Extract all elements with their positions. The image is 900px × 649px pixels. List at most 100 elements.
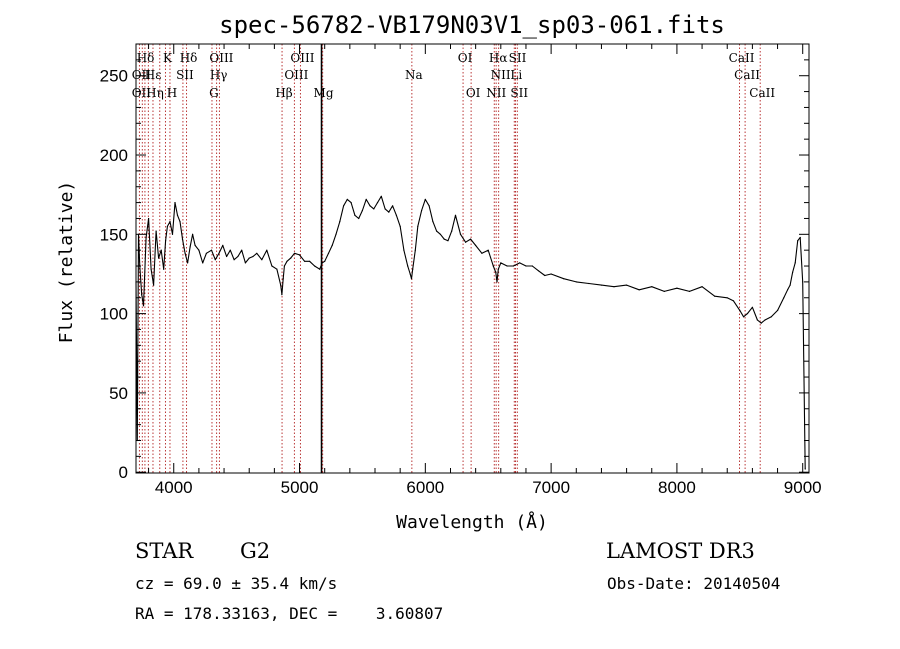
spectrum-point: [525, 265, 527, 267]
spectrum-point: [475, 244, 477, 246]
y-tick-label: 100: [100, 305, 128, 324]
spectrum-point: [184, 252, 186, 254]
x-tick-label: 9000: [784, 478, 822, 497]
spectrum-point: [321, 262, 323, 264]
spectrum-point: [512, 265, 515, 267]
plot-frame: [135, 43, 810, 474]
y-tick-label: 250: [100, 67, 128, 86]
spectrum-point: [506, 265, 508, 267]
spectrum-point: [339, 221, 341, 223]
spectrum-point: [600, 284, 603, 286]
spectrum-point: [500, 262, 502, 264]
spectrum-point: [746, 313, 749, 315]
spectrum-series: [135, 195, 806, 470]
spectrum-point: [218, 252, 220, 254]
spectrum-point: [187, 262, 189, 264]
line-label: Hη: [146, 86, 164, 100]
y-tick-label: 150: [100, 225, 128, 244]
spectrum-point: [544, 274, 546, 277]
line-label: SII: [510, 86, 528, 100]
spectrum-point: [751, 306, 754, 308]
object-subclass: G2: [240, 539, 271, 563]
line-label: NII: [491, 68, 511, 82]
spectrum-point: [739, 309, 741, 311]
spectrum-point: [481, 252, 483, 254]
line-label: Li: [510, 68, 522, 82]
line-label: OI: [458, 51, 473, 65]
spectrum-point: [688, 290, 691, 292]
spectrum-point: [799, 236, 801, 239]
plot-axes: 4000 5000 6000 7000 8000 9000 0 50 100 150 200 250: [100, 43, 822, 497]
spectrum-point: [335, 233, 337, 235]
spectrum-point: [410, 278, 413, 280]
spectrum-point: [365, 198, 367, 200]
spectrum-point: [760, 322, 762, 324]
spectrum-point: [651, 286, 653, 288]
spectrum-point: [613, 286, 615, 288]
spectrum-point: [169, 221, 171, 223]
line-label: OIII: [290, 51, 314, 65]
spectrum-point: [192, 233, 194, 235]
spectrum-point: [248, 257, 250, 259]
spectrum-point: [732, 300, 735, 302]
spectrum-point: [276, 268, 278, 270]
observation-date: Obs-Date: 20140504: [607, 574, 781, 593]
spectrum-point: [743, 316, 745, 318]
line-label: NII: [486, 86, 506, 100]
spectrum-point: [148, 217, 150, 220]
spectrum-point: [436, 230, 438, 232]
object-class: STAR: [135, 539, 194, 563]
spectrum-point: [537, 270, 540, 272]
line-label: Hα: [489, 51, 508, 65]
spectrum-point: [145, 236, 147, 239]
spectrum-point: [792, 271, 794, 273]
chart-title: spec-56782-VB179N03V1_sp03-061.fits: [219, 11, 725, 39]
spectrum-point: [376, 202, 379, 204]
spectrum-point: [770, 316, 772, 318]
spectrum-point: [142, 305, 145, 307]
spectrum-point: [443, 238, 445, 240]
spectrum-point: [797, 240, 799, 242]
spectrum-point: [350, 202, 352, 204]
x-tick-label: 7000: [532, 478, 570, 497]
spectrum-point: [158, 257, 160, 259]
spectrum-point: [283, 265, 285, 267]
spectrum-point: [153, 284, 155, 286]
spectrum-point: [261, 259, 263, 261]
line-label: Hγ: [210, 68, 228, 82]
line-label: OIII: [209, 51, 233, 65]
survey-name: LAMOST DR3: [606, 539, 755, 563]
spectrum-point: [319, 268, 321, 270]
line-label: SII: [176, 68, 194, 82]
spectrum-point: [787, 289, 789, 291]
spectrum-point: [229, 249, 231, 251]
spectrum-point: [280, 284, 282, 286]
spectrum-point: [451, 230, 453, 232]
spectrum-point: [210, 249, 213, 251]
spectrum-point: [266, 249, 268, 251]
line-label: Mg: [314, 86, 334, 100]
spectrum-point: [141, 294, 143, 296]
spectrum-point: [361, 209, 363, 212]
spectrum-point: [465, 241, 467, 243]
spectrum-point: [331, 244, 333, 246]
spectrum-point: [459, 233, 462, 235]
y-axis-label: Flux (relative): [56, 181, 77, 344]
spectrum-point: [783, 297, 785, 299]
spectrum-point: [286, 260, 288, 262]
spectral-line-markers: [138, 44, 761, 473]
spectrum-point: [194, 244, 196, 246]
spectrum-point: [198, 249, 200, 251]
spectrum-point: [676, 287, 678, 289]
spectrum-point: [764, 319, 766, 321]
line-label: Na: [405, 68, 423, 82]
spectrum-point: [271, 265, 273, 267]
spectrum-point: [492, 265, 494, 267]
spectrum-point: [327, 252, 330, 254]
y-tick-label: 50: [109, 384, 128, 403]
line-label: OII: [132, 86, 152, 100]
spectrum-point: [496, 281, 498, 283]
spectrum-point: [252, 255, 254, 258]
spectrum-point: [726, 297, 728, 299]
